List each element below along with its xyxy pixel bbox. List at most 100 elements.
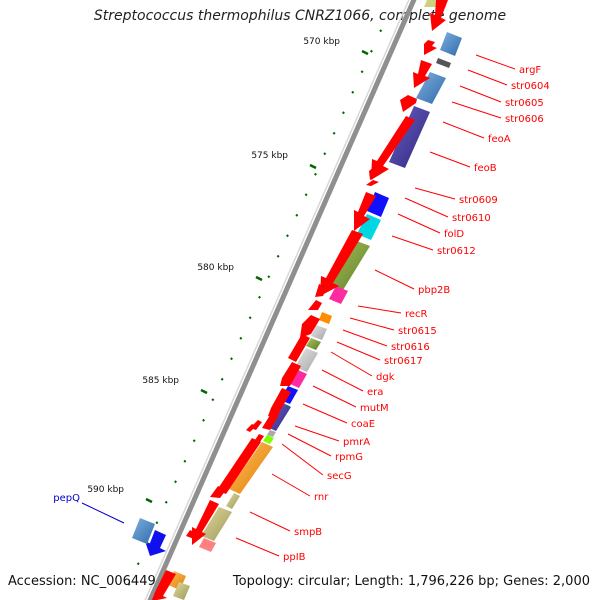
gene-arrow <box>400 95 417 112</box>
feature-box <box>226 493 240 509</box>
gene-arrow <box>186 530 197 540</box>
gene-label: str0617 <box>384 356 423 367</box>
tick-dot <box>220 377 224 381</box>
label-leader <box>302 403 348 424</box>
feature-box <box>440 32 462 56</box>
tick-track <box>127 29 383 586</box>
gene-arrows <box>152 0 448 600</box>
gene-arrow <box>366 180 379 186</box>
tick-dot <box>351 90 355 94</box>
gene-arrow <box>152 570 176 600</box>
reverse-arrows <box>132 518 166 556</box>
feature-box <box>306 338 321 350</box>
label-leader <box>235 537 280 557</box>
label-leader <box>81 502 125 524</box>
tick-dot <box>155 521 159 525</box>
gene-label: str0606 <box>505 114 544 125</box>
tick-dot <box>314 172 317 176</box>
ruler-label: 575 kbp <box>251 151 288 161</box>
gene-label: str0612 <box>437 246 476 257</box>
tick-dot <box>202 418 205 422</box>
gene-label: recR <box>405 309 428 320</box>
tick-dot <box>332 131 336 135</box>
tick-dot <box>286 234 289 238</box>
label-leader <box>249 511 291 532</box>
feature-box <box>263 435 274 444</box>
feature-track <box>168 0 462 600</box>
label-leader <box>287 433 332 457</box>
gene-label: dgk <box>376 372 395 383</box>
label-leader <box>475 54 516 70</box>
tick-dot <box>258 295 261 299</box>
gene-label: coaE <box>351 419 375 430</box>
gene-arrow <box>268 388 291 418</box>
gene-label: str0605 <box>505 98 544 109</box>
tick-dot <box>174 480 178 484</box>
tick-dot <box>248 316 252 320</box>
gene-label: mutM <box>360 403 389 414</box>
gene-arrow <box>430 0 448 31</box>
feature-box <box>311 325 327 340</box>
label-leader <box>414 187 456 200</box>
tick-dot <box>341 111 345 115</box>
accession-label: Accession: NC_006449 <box>8 574 156 589</box>
gene-label: ppIB <box>283 552 306 563</box>
label-leader <box>281 443 324 476</box>
tick-dot <box>230 357 233 361</box>
feature-box <box>416 72 446 104</box>
ruler-label: 580 kbp <box>197 263 234 273</box>
gene-arrow <box>320 230 363 296</box>
tick-dot <box>360 70 364 74</box>
label-leader <box>342 329 388 347</box>
tick-dot <box>164 500 168 504</box>
ruler-tick <box>200 388 208 395</box>
label-leader <box>429 151 471 168</box>
tick-dot <box>379 29 383 33</box>
ruler-label: 585 kbp <box>142 376 179 386</box>
label-leader <box>294 425 340 442</box>
label-leader <box>442 121 485 139</box>
tick-dot <box>369 49 373 53</box>
gene-arrow <box>146 530 166 556</box>
label-leader <box>467 69 508 86</box>
gene-label: argF <box>519 65 541 76</box>
tick-dot <box>276 254 280 258</box>
ruler-label: 590 kbp <box>87 485 124 495</box>
gene-label: smpB <box>294 527 322 538</box>
label-leader <box>336 341 381 361</box>
feature-box <box>389 106 430 168</box>
feature-box <box>329 286 348 304</box>
feature-box <box>199 538 216 552</box>
backbone <box>144 0 417 600</box>
gene-label: str0609 <box>459 195 498 206</box>
gene-arrow <box>262 412 279 430</box>
feature-box <box>288 369 307 388</box>
gene-arrow <box>217 438 261 494</box>
ruler-tick <box>361 49 369 56</box>
tick-dot <box>211 398 215 402</box>
feature-box <box>436 58 451 68</box>
gene-label: era <box>367 387 383 398</box>
gene-arrow <box>315 284 327 297</box>
gene-label: str0604 <box>511 81 550 92</box>
gene-label: pepQ <box>53 493 80 504</box>
feature-box <box>201 507 232 541</box>
label-leader <box>459 85 502 103</box>
feature-box <box>229 442 273 494</box>
label-leader <box>349 317 395 331</box>
tick-dot <box>192 439 196 443</box>
feature-box <box>327 240 370 290</box>
gene-arrow <box>192 500 219 545</box>
gene-label: rnr <box>314 492 329 503</box>
gene-label: rpmG <box>335 452 363 463</box>
gene-label: secG <box>327 471 352 482</box>
gene-arrow <box>288 334 310 362</box>
tick-dot <box>136 562 140 566</box>
feature-box <box>269 404 291 431</box>
gene-arrow <box>354 192 376 231</box>
feature-box <box>319 312 332 324</box>
gene-arrow <box>280 362 301 386</box>
label-leader <box>312 385 357 408</box>
label-leader <box>321 369 364 392</box>
tick-dot <box>267 275 271 279</box>
